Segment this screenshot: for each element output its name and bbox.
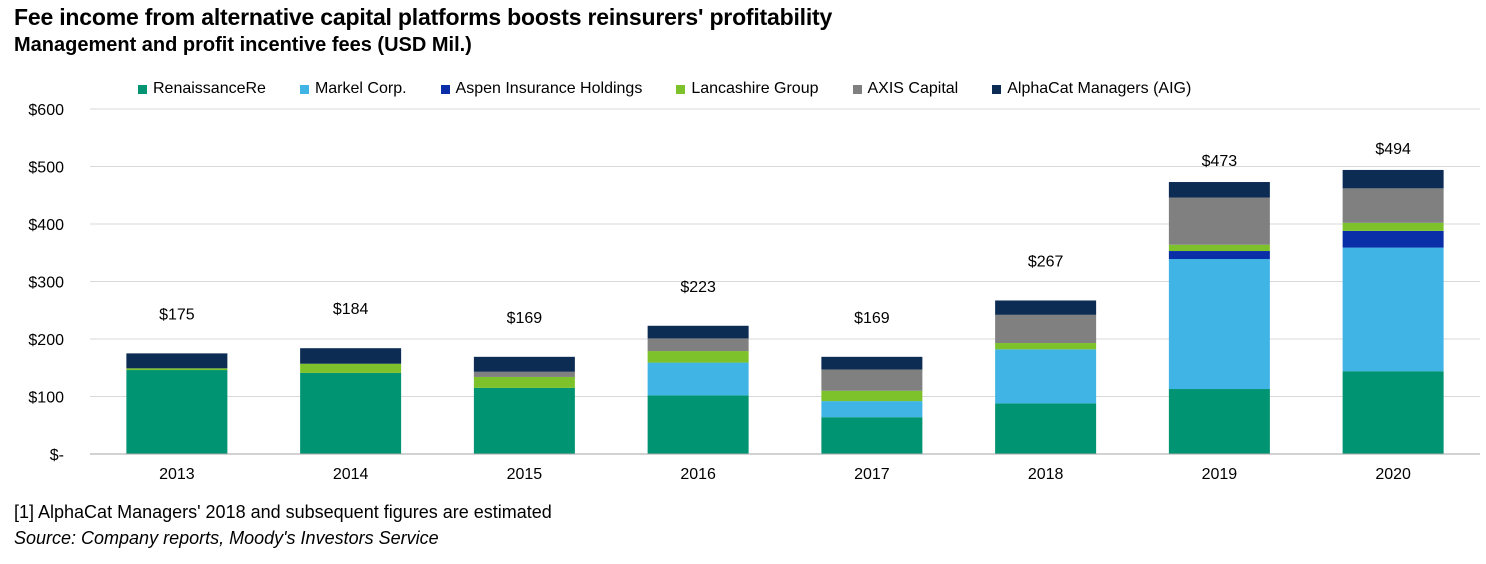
legend-label: Markel Corp.	[314, 80, 407, 97]
x-tick-label: 2016	[680, 466, 716, 483]
legend-label: AlphaCat Managers (AIG)	[1007, 80, 1192, 97]
bar-segment	[473, 356, 575, 372]
bar-segment	[647, 362, 749, 396]
x-tick-label: 2015	[507, 466, 543, 483]
bar-segment	[1168, 182, 1270, 198]
bar-segment	[995, 349, 1097, 404]
legend-item: AlphaCat Managers (AIG)	[992, 80, 1191, 98]
bar-segment	[1168, 389, 1270, 454]
bar-segment	[1342, 371, 1444, 454]
legend-item: AXIS Capital	[852, 80, 959, 98]
legend-item: RenaissanceRe	[138, 80, 266, 98]
legend-item: Aspen Insurance Holdings	[440, 80, 643, 98]
y-tick-label: $600	[28, 102, 64, 119]
legend-label: Lancashire Group	[691, 80, 819, 97]
bar-segment	[995, 314, 1097, 344]
bar-segment	[995, 403, 1097, 454]
total-label: $223	[680, 279, 716, 296]
bar-segment	[1342, 169, 1444, 189]
bar-segment	[647, 351, 749, 363]
bar-segment	[1342, 247, 1444, 372]
x-tick-label: 2018	[1028, 466, 1064, 483]
bar-segment	[126, 353, 228, 369]
stacked-bar-chart: $- $100 $200 $300 $400 $500 $600 $175 2013 $184 20…	[28, 102, 1480, 483]
x-tick-label: 2014	[333, 466, 369, 483]
bar-segment	[473, 371, 575, 377]
y-tick-label: $200	[28, 332, 64, 349]
bar-segment	[821, 417, 923, 454]
x-tick-label: 2020	[1375, 466, 1411, 483]
legend-label: Aspen Insurance Holdings	[455, 80, 643, 97]
total-label: $169	[854, 310, 890, 327]
legend-swatch	[138, 84, 147, 94]
bar-segment	[1342, 222, 1444, 231]
bar-segment	[300, 372, 402, 454]
legend-swatch	[440, 84, 450, 94]
x-tick-label: 2017	[854, 466, 890, 483]
bar-segment	[1168, 251, 1270, 260]
bar-segment	[821, 390, 923, 402]
bar-segment	[126, 370, 228, 454]
y-tick-label: $500	[28, 160, 64, 177]
bar-segment	[821, 356, 923, 370]
legend-item: Lancashire Group	[676, 80, 819, 98]
total-label: $184	[333, 301, 369, 318]
total-label: $169	[507, 310, 543, 327]
legend-swatch	[676, 84, 686, 94]
legend-swatch	[992, 84, 1002, 94]
footnote: [1] AlphaCat Managers' 2018 and subseque…	[14, 502, 552, 522]
total-label: $494	[1375, 141, 1411, 158]
bar-segment	[995, 343, 1097, 350]
legend-label: AXIS Capital	[867, 80, 959, 97]
bar-segment	[1342, 188, 1444, 223]
chart-title: Fee income from alternative capital plat…	[14, 4, 833, 30]
legend-swatch	[852, 84, 862, 94]
y-tick-label: $300	[28, 275, 64, 292]
chart-subtitle: Management and profit incentive fees (US…	[14, 34, 472, 56]
bar-segment	[473, 387, 575, 454]
bar-segment	[647, 338, 749, 352]
bar-segment	[1168, 197, 1270, 245]
bar-segment	[647, 325, 749, 339]
bar-segment	[647, 395, 749, 454]
source-note: Source: Company reports, Moody's Investo…	[14, 528, 439, 548]
bar-segment	[300, 363, 402, 373]
bar-segment	[821, 369, 923, 391]
bar-segment	[1168, 259, 1270, 390]
bar-segment	[1342, 230, 1444, 248]
y-tick-label: $400	[28, 217, 64, 234]
x-tick-label: 2019	[1202, 466, 1238, 483]
legend-swatch	[299, 84, 309, 94]
bar-segment	[1168, 244, 1270, 252]
legend-label: RenaissanceRe	[153, 80, 266, 97]
legend-item: Markel Corp.	[299, 80, 407, 98]
y-tick-label: $-	[50, 447, 64, 464]
chart-legend: RenaissanceRe Markel Corp. Aspen Insurance…	[138, 79, 1225, 99]
bar-segment	[300, 348, 402, 364]
total-label: $267	[1028, 253, 1064, 270]
y-tick-label: $100	[28, 390, 64, 407]
bar-segment	[126, 368, 228, 371]
x-tick-label: 2013	[159, 466, 195, 483]
total-label: $473	[1202, 153, 1238, 170]
bar-segment	[473, 376, 575, 388]
bar-segment	[821, 401, 923, 418]
bar-segment	[995, 300, 1097, 315]
total-label: $175	[159, 306, 195, 323]
